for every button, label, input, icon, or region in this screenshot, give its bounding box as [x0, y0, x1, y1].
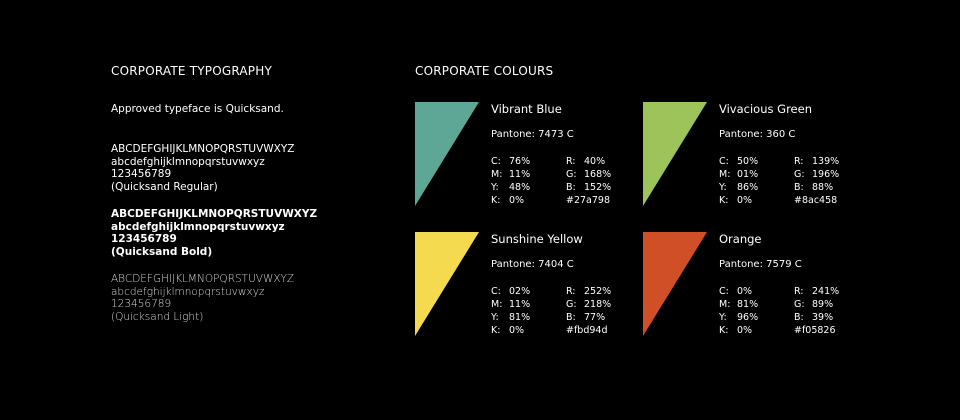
- swatch-card: Orange Pantone: 7579 C C: 0% R: 241% M: 81%…: [643, 232, 873, 342]
- cmyk-c: 76%: [509, 156, 531, 167]
- specimen-uppercase: ABCDEFGHIJKLMNOPQRSTUVWXYZ: [111, 208, 318, 220]
- cmyk-k: 0%: [737, 325, 753, 336]
- swatch-card: Sunshine Yellow Pantone: 7404 C C: 02% R:…: [415, 232, 645, 342]
- cmyk-c: 0%: [737, 286, 753, 297]
- cmyk-c: 50%: [737, 156, 759, 167]
- rgb-r: 40%: [584, 156, 606, 167]
- specimen-name: (Quicksand Bold): [111, 245, 213, 258]
- swatch-triangle: [415, 232, 479, 336]
- swatch-triangle: [643, 232, 707, 336]
- hex-code: #27a798: [566, 195, 611, 206]
- specimen-bold: ABCDEFGHIJKLMNOPQRSTUVWXYZ abcdefghijklm…: [111, 208, 317, 258]
- swatch-values: C: 76% R: 40% M: 11% G: 168% Y: 48% B: 152% K:…: [491, 156, 612, 206]
- cmyk-y: 48%: [509, 182, 531, 193]
- rgb-r: 241%: [812, 286, 840, 297]
- rgb-g: 89%: [812, 299, 834, 310]
- swatch-name: Vivacious Green: [719, 102, 812, 116]
- swatch-pantone: Pantone: 360 C: [719, 129, 796, 140]
- specimen-regular: ABCDEFGHIJKLMNOPQRSTUVWXYZ abcdefghijklm…: [111, 143, 294, 193]
- rgb-b: 77%: [584, 312, 606, 323]
- swatch-card: Vivacious Green Pantone: 360 C C: 50% R: 1…: [643, 102, 873, 212]
- swatch-name: Sunshine Yellow: [491, 232, 583, 246]
- cmyk-k: 0%: [737, 195, 753, 206]
- rgb-r: 139%: [812, 156, 840, 167]
- swatch-card: Vibrant Blue Pantone: 7473 C C: 76% R: 40%…: [415, 102, 645, 212]
- typeface-note: Approved typeface is Quicksand.: [111, 103, 284, 115]
- cmyk-c: 02%: [509, 286, 531, 297]
- specimen-lowercase: abcdefghijklmnopqrstuvwxyz: [111, 285, 265, 298]
- specimen-digits: 123456789: [111, 233, 177, 245]
- specimen-uppercase: ABCDEFGHIJKLMNOPQRSTUVWXYZ: [111, 273, 295, 285]
- rgb-r: 252%: [584, 286, 612, 297]
- specimen-uppercase: ABCDEFGHIJKLMNOPQRSTUVWXYZ: [111, 143, 295, 155]
- specimen-digits: 123456789: [111, 298, 172, 310]
- swatch-triangle: [643, 102, 707, 206]
- swatch-pantone: Pantone: 7404 C: [491, 259, 574, 270]
- swatch-values: C: 02% R: 252% M: 11% G: 218% Y: 81% B: 77% K:…: [491, 286, 612, 336]
- specimen-name: (Quicksand Regular): [111, 180, 218, 193]
- specimen-lowercase: abcdefghijklmnopqrstuvwxyz: [111, 155, 265, 168]
- rgb-g: 218%: [584, 299, 612, 310]
- cmyk-y: 96%: [737, 312, 759, 323]
- swatch-values: C: 0% R: 241% M: 81% G: 89% Y: 96% B: 39% K: 0%…: [719, 286, 840, 336]
- rgb-b: 88%: [812, 182, 834, 193]
- colours-heading: CORPORATE COLOURS: [415, 64, 554, 78]
- hex-code: #fbd94d: [566, 325, 608, 336]
- swatch-name: Orange: [719, 232, 762, 246]
- rgb-g: 168%: [584, 169, 612, 180]
- swatch-name: Vibrant Blue: [491, 102, 562, 116]
- cmyk-y: 86%: [737, 182, 759, 193]
- rgb-b: 152%: [584, 182, 612, 193]
- rgb-b: 39%: [812, 312, 834, 323]
- swatch-values: C: 50% R: 139% M: 01% G: 196% Y: 86% B: 88% K:…: [719, 156, 840, 206]
- cmyk-m: 11%: [509, 299, 531, 310]
- cmyk-m: 01%: [737, 169, 759, 180]
- swatch-triangle: [415, 102, 479, 206]
- hex-code: #8ac458: [794, 195, 838, 206]
- specimen-light: ABCDEFGHIJKLMNOPQRSTUVWXYZ abcdefghijklm…: [111, 273, 294, 323]
- hex-code: #f05826: [794, 325, 836, 336]
- cmyk-k: 0%: [509, 325, 525, 336]
- cmyk-k: 0%: [509, 195, 525, 206]
- cmyk-m: 81%: [737, 299, 759, 310]
- rgb-g: 196%: [812, 169, 840, 180]
- typography-heading: CORPORATE TYPOGRAPHY: [111, 64, 272, 78]
- swatch-pantone: Pantone: 7579 C: [719, 259, 802, 270]
- cmyk-m: 11%: [509, 169, 531, 180]
- cmyk-y: 81%: [509, 312, 531, 323]
- specimen-name: (Quicksand Light): [111, 310, 204, 323]
- specimen-lowercase: abcdefghijklmnopqrstuvwxyz: [111, 220, 285, 233]
- swatch-pantone: Pantone: 7473 C: [491, 129, 574, 140]
- specimen-digits: 123456789: [111, 168, 172, 180]
